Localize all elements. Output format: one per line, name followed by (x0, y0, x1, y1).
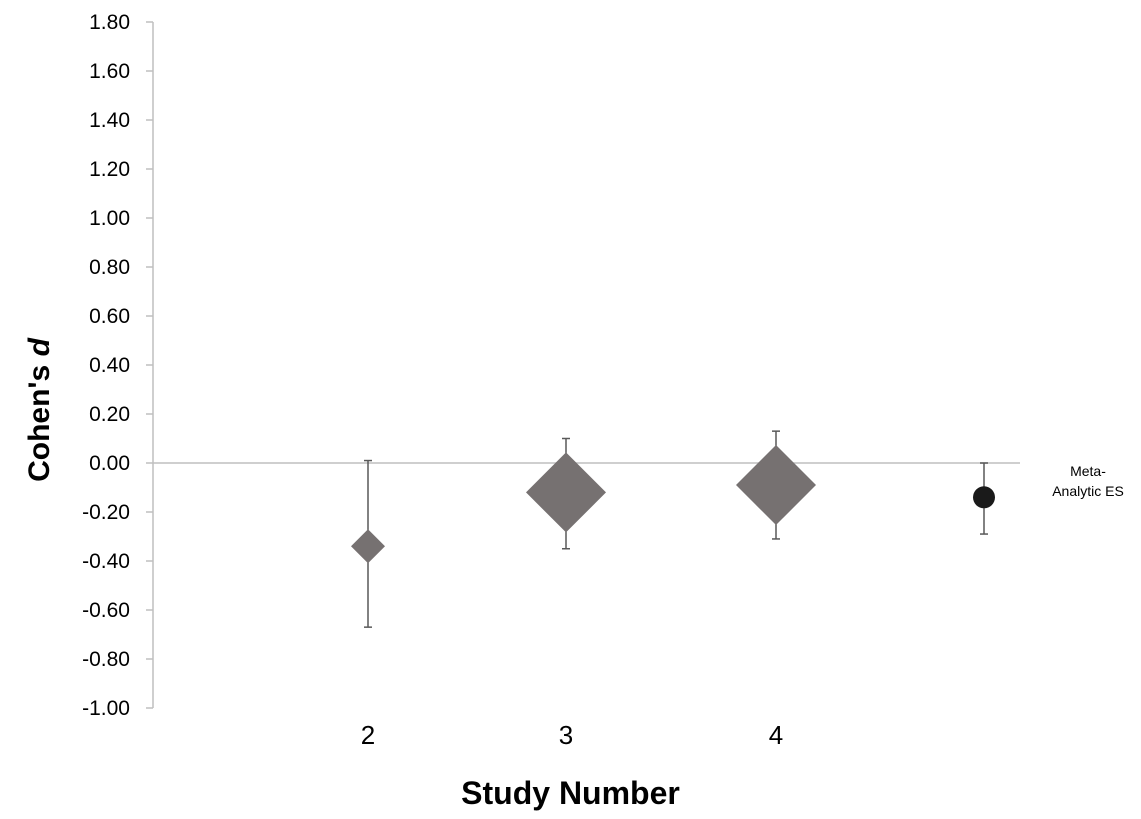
y-tick-label: 0.00 (89, 452, 130, 475)
meta-analytic-marker (973, 486, 995, 509)
effect-size-marker-study-2 (351, 529, 385, 564)
effect-size-marker-study-4 (736, 445, 816, 526)
meta-analytic-label: Meta- Analytic ES (1052, 463, 1124, 499)
y-tick-label: 1.40 (89, 109, 130, 132)
x-axis-title: Study Number (461, 775, 680, 811)
y-tick-label: 0.20 (89, 403, 130, 426)
y-tick-label: 1.20 (89, 158, 130, 181)
y-tick-label: 0.60 (89, 305, 130, 328)
y-tick-label: 1.60 (89, 60, 130, 83)
y-tick-label: 1.80 (89, 11, 130, 34)
y-tick-label: -1.00 (82, 697, 130, 720)
y-tick-label: -0.40 (82, 550, 130, 573)
x-tick-label: 4 (769, 720, 783, 750)
y-tick-label: 0.40 (89, 354, 130, 377)
effect-size-marker-study-3 (526, 452, 606, 533)
y-tick-label: 1.00 (89, 207, 130, 230)
y-tick-label: -0.60 (82, 599, 130, 622)
x-tick-label: 3 (559, 720, 573, 750)
y-tick-label: -0.80 (82, 648, 130, 671)
y-tick-label: -0.20 (82, 501, 130, 524)
y-axis-title: Cohen's d (23, 338, 56, 482)
x-tick-label: 2 (361, 720, 375, 750)
y-tick-label: 0.80 (89, 256, 130, 279)
